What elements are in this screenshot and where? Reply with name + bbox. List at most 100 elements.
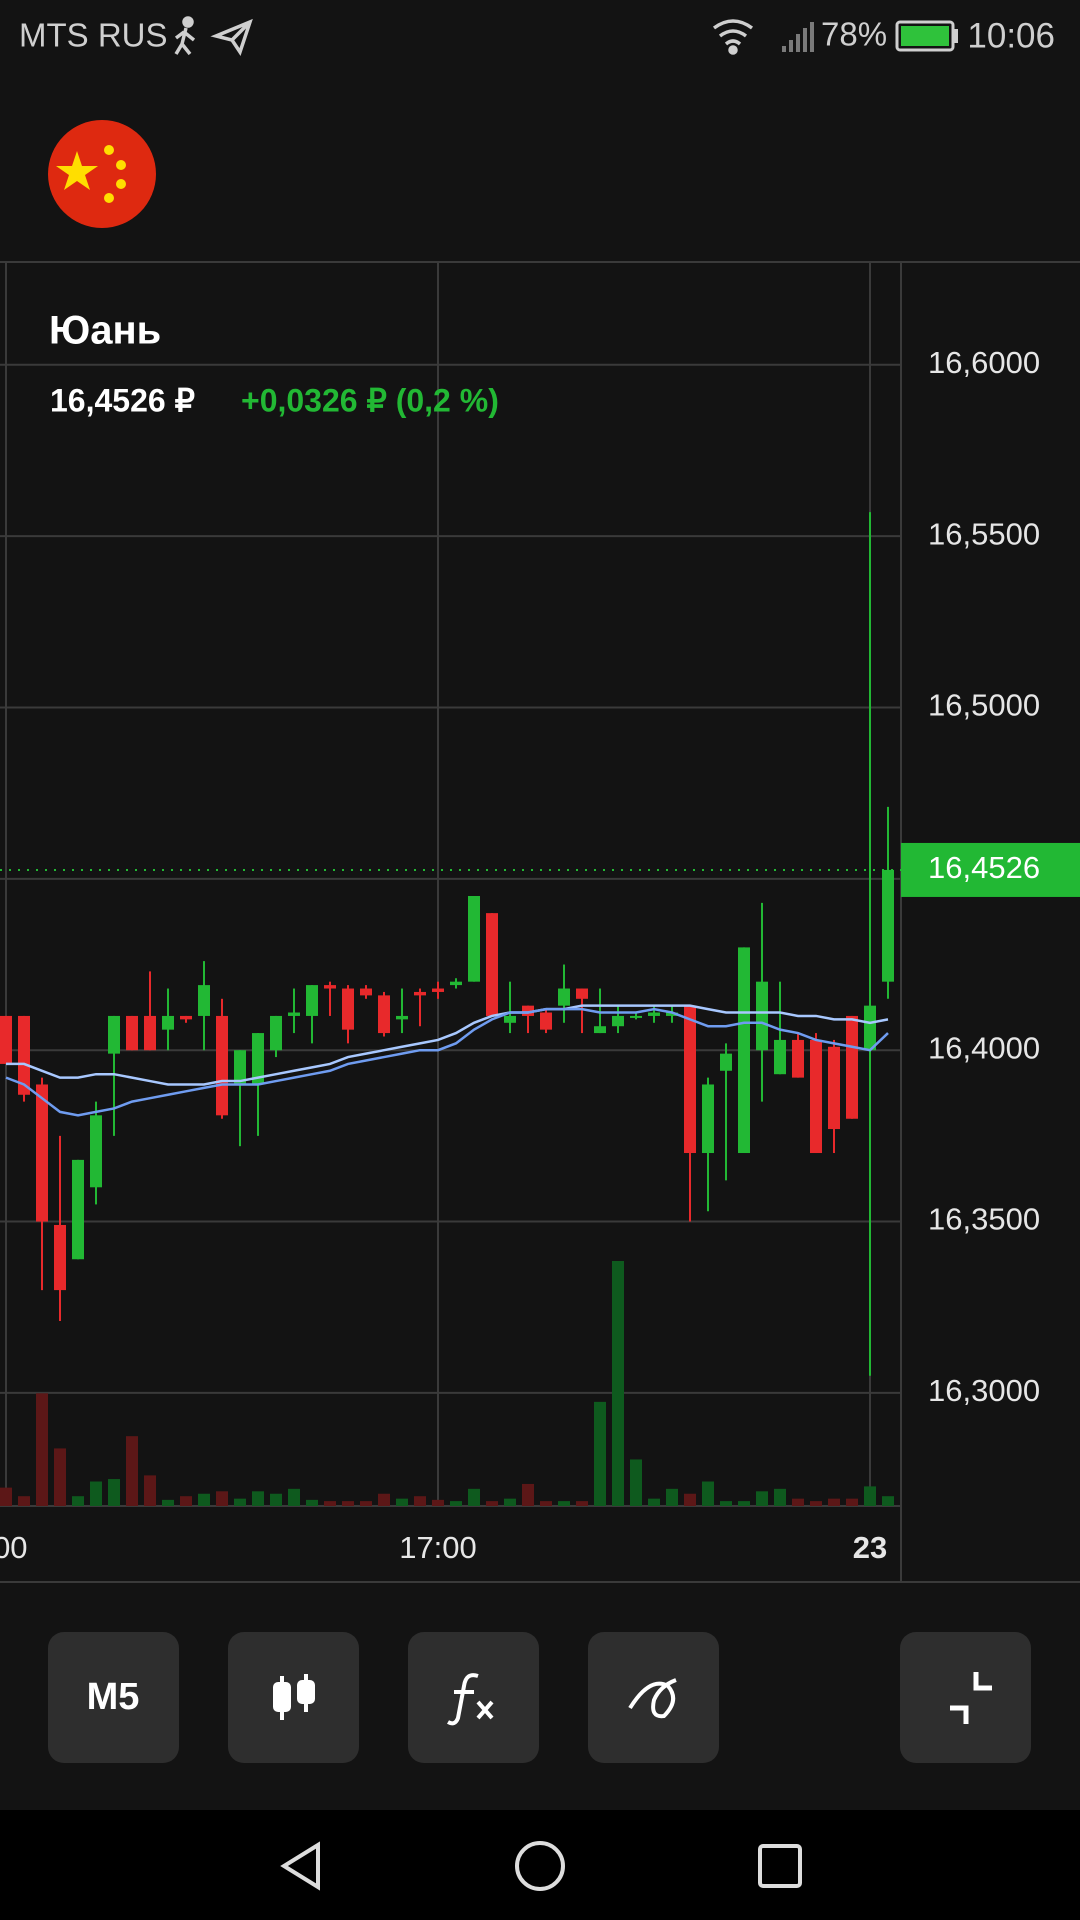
candle-body	[234, 1050, 246, 1085]
volume-bar	[486, 1501, 498, 1506]
signal-icon	[782, 22, 814, 52]
volume-bar	[828, 1498, 840, 1506]
candle-body	[450, 981, 462, 986]
volume-bar	[594, 1401, 606, 1506]
candle-body	[540, 1012, 552, 1030]
candle-body	[756, 981, 768, 1051]
candle-body	[702, 1084, 714, 1154]
volume-bar	[396, 1498, 408, 1506]
candle-body	[18, 1015, 30, 1095]
candle-body	[270, 1015, 282, 1051]
volume-bar	[450, 1501, 462, 1506]
candle-body	[90, 1115, 102, 1188]
y-tick-label: 16,3500	[928, 1202, 1040, 1237]
y-tick-label: 16,4000	[928, 1030, 1040, 1065]
volume-bar	[864, 1486, 876, 1506]
candle-body	[126, 1015, 138, 1051]
candle-body	[108, 1015, 120, 1054]
volume-bar	[126, 1436, 138, 1506]
volume-bar	[288, 1488, 300, 1506]
interval-button[interactable]	[48, 1632, 179, 1763]
candle-body	[288, 1012, 300, 1016]
volume-bar	[144, 1475, 156, 1506]
nav-recents[interactable]	[758, 1844, 802, 1888]
instrument-title: Юань	[49, 309, 161, 353]
volume-bar	[720, 1501, 732, 1506]
clock: 10:06	[967, 16, 1055, 55]
y-tick-label: 16,6000	[928, 345, 1040, 380]
drawing-icon	[628, 1678, 677, 1719]
volume-bar	[72, 1496, 84, 1506]
volume-bar	[198, 1493, 210, 1506]
candle-body	[504, 1015, 516, 1023]
chart-type-button[interactable]	[228, 1632, 359, 1763]
x-tick-label: :00	[0, 1530, 28, 1565]
volume-bar	[540, 1501, 552, 1506]
candle-body	[144, 1015, 156, 1051]
volume-bar	[468, 1488, 480, 1506]
last-price-badge	[901, 842, 1080, 897]
nav-back[interactable]	[280, 1841, 320, 1891]
volume-bar	[180, 1496, 192, 1506]
volume-bar	[666, 1488, 678, 1506]
volume-bar	[306, 1499, 318, 1506]
candle-body	[396, 1015, 408, 1020]
candle-body	[0, 1015, 12, 1064]
candle-body	[738, 947, 750, 1154]
volume-bar	[810, 1501, 822, 1506]
volume-bar	[162, 1499, 174, 1506]
candle-body	[36, 1084, 48, 1222]
collapse-button[interactable]	[900, 1632, 1031, 1763]
volume-bar	[18, 1496, 30, 1506]
candle-body	[198, 985, 210, 1016]
candle-body	[612, 1015, 624, 1027]
carrier: MTS RUS	[19, 17, 168, 54]
indicators-button[interactable]	[408, 1632, 539, 1763]
volume-bar	[882, 1496, 894, 1506]
volume-bar	[36, 1393, 48, 1506]
nav-bar	[0, 1810, 1080, 1920]
volume-bar	[324, 1501, 336, 1506]
volume-bar	[702, 1481, 714, 1506]
candle-body	[342, 988, 354, 1030]
nav-home[interactable]	[515, 1841, 565, 1891]
candle-body	[684, 1005, 696, 1154]
collapse-icon	[950, 1672, 992, 1724]
candle-body	[792, 1039, 804, 1078]
volume-bar	[774, 1488, 786, 1506]
candle-body	[810, 1039, 822, 1154]
volume-bar	[360, 1501, 372, 1506]
status-icons	[174, 16, 754, 56]
flag-icon	[48, 120, 156, 228]
x-tick-label: 17:00	[399, 1530, 477, 1565]
last-price-label: 16,4526	[928, 850, 1040, 885]
volume-bar	[342, 1501, 354, 1506]
volume-bar	[558, 1501, 570, 1506]
candle-body	[414, 991, 426, 996]
candle-body	[378, 995, 390, 1034]
y-tick-label: 16,3000	[928, 1373, 1040, 1408]
volume-bar	[522, 1483, 534, 1506]
volume-bar	[684, 1493, 696, 1506]
toolbar: M5	[48, 1632, 1031, 1763]
volume-bar	[270, 1493, 282, 1506]
candle-body	[648, 1012, 660, 1016]
plot: 16,300016,350016,400016,450016,500016,55…	[0, 262, 1080, 1582]
candle-body	[882, 869, 894, 982]
candle-body	[558, 988, 570, 1006]
candle-body	[486, 913, 498, 1016]
volume-bar	[612, 1261, 624, 1506]
volume-bar	[738, 1501, 750, 1506]
volume-bar	[414, 1496, 426, 1506]
candle-body	[252, 1033, 264, 1085]
volume-bar	[756, 1491, 768, 1506]
candle-body	[774, 1039, 786, 1075]
price-change: +0,0326 ₽ (0,2 %)	[241, 382, 499, 418]
candle-body	[864, 1005, 876, 1051]
candle-body	[666, 1012, 678, 1016]
candle-body	[180, 1015, 192, 1020]
candle-body	[630, 1015, 642, 1018]
volume-bar	[792, 1498, 804, 1506]
